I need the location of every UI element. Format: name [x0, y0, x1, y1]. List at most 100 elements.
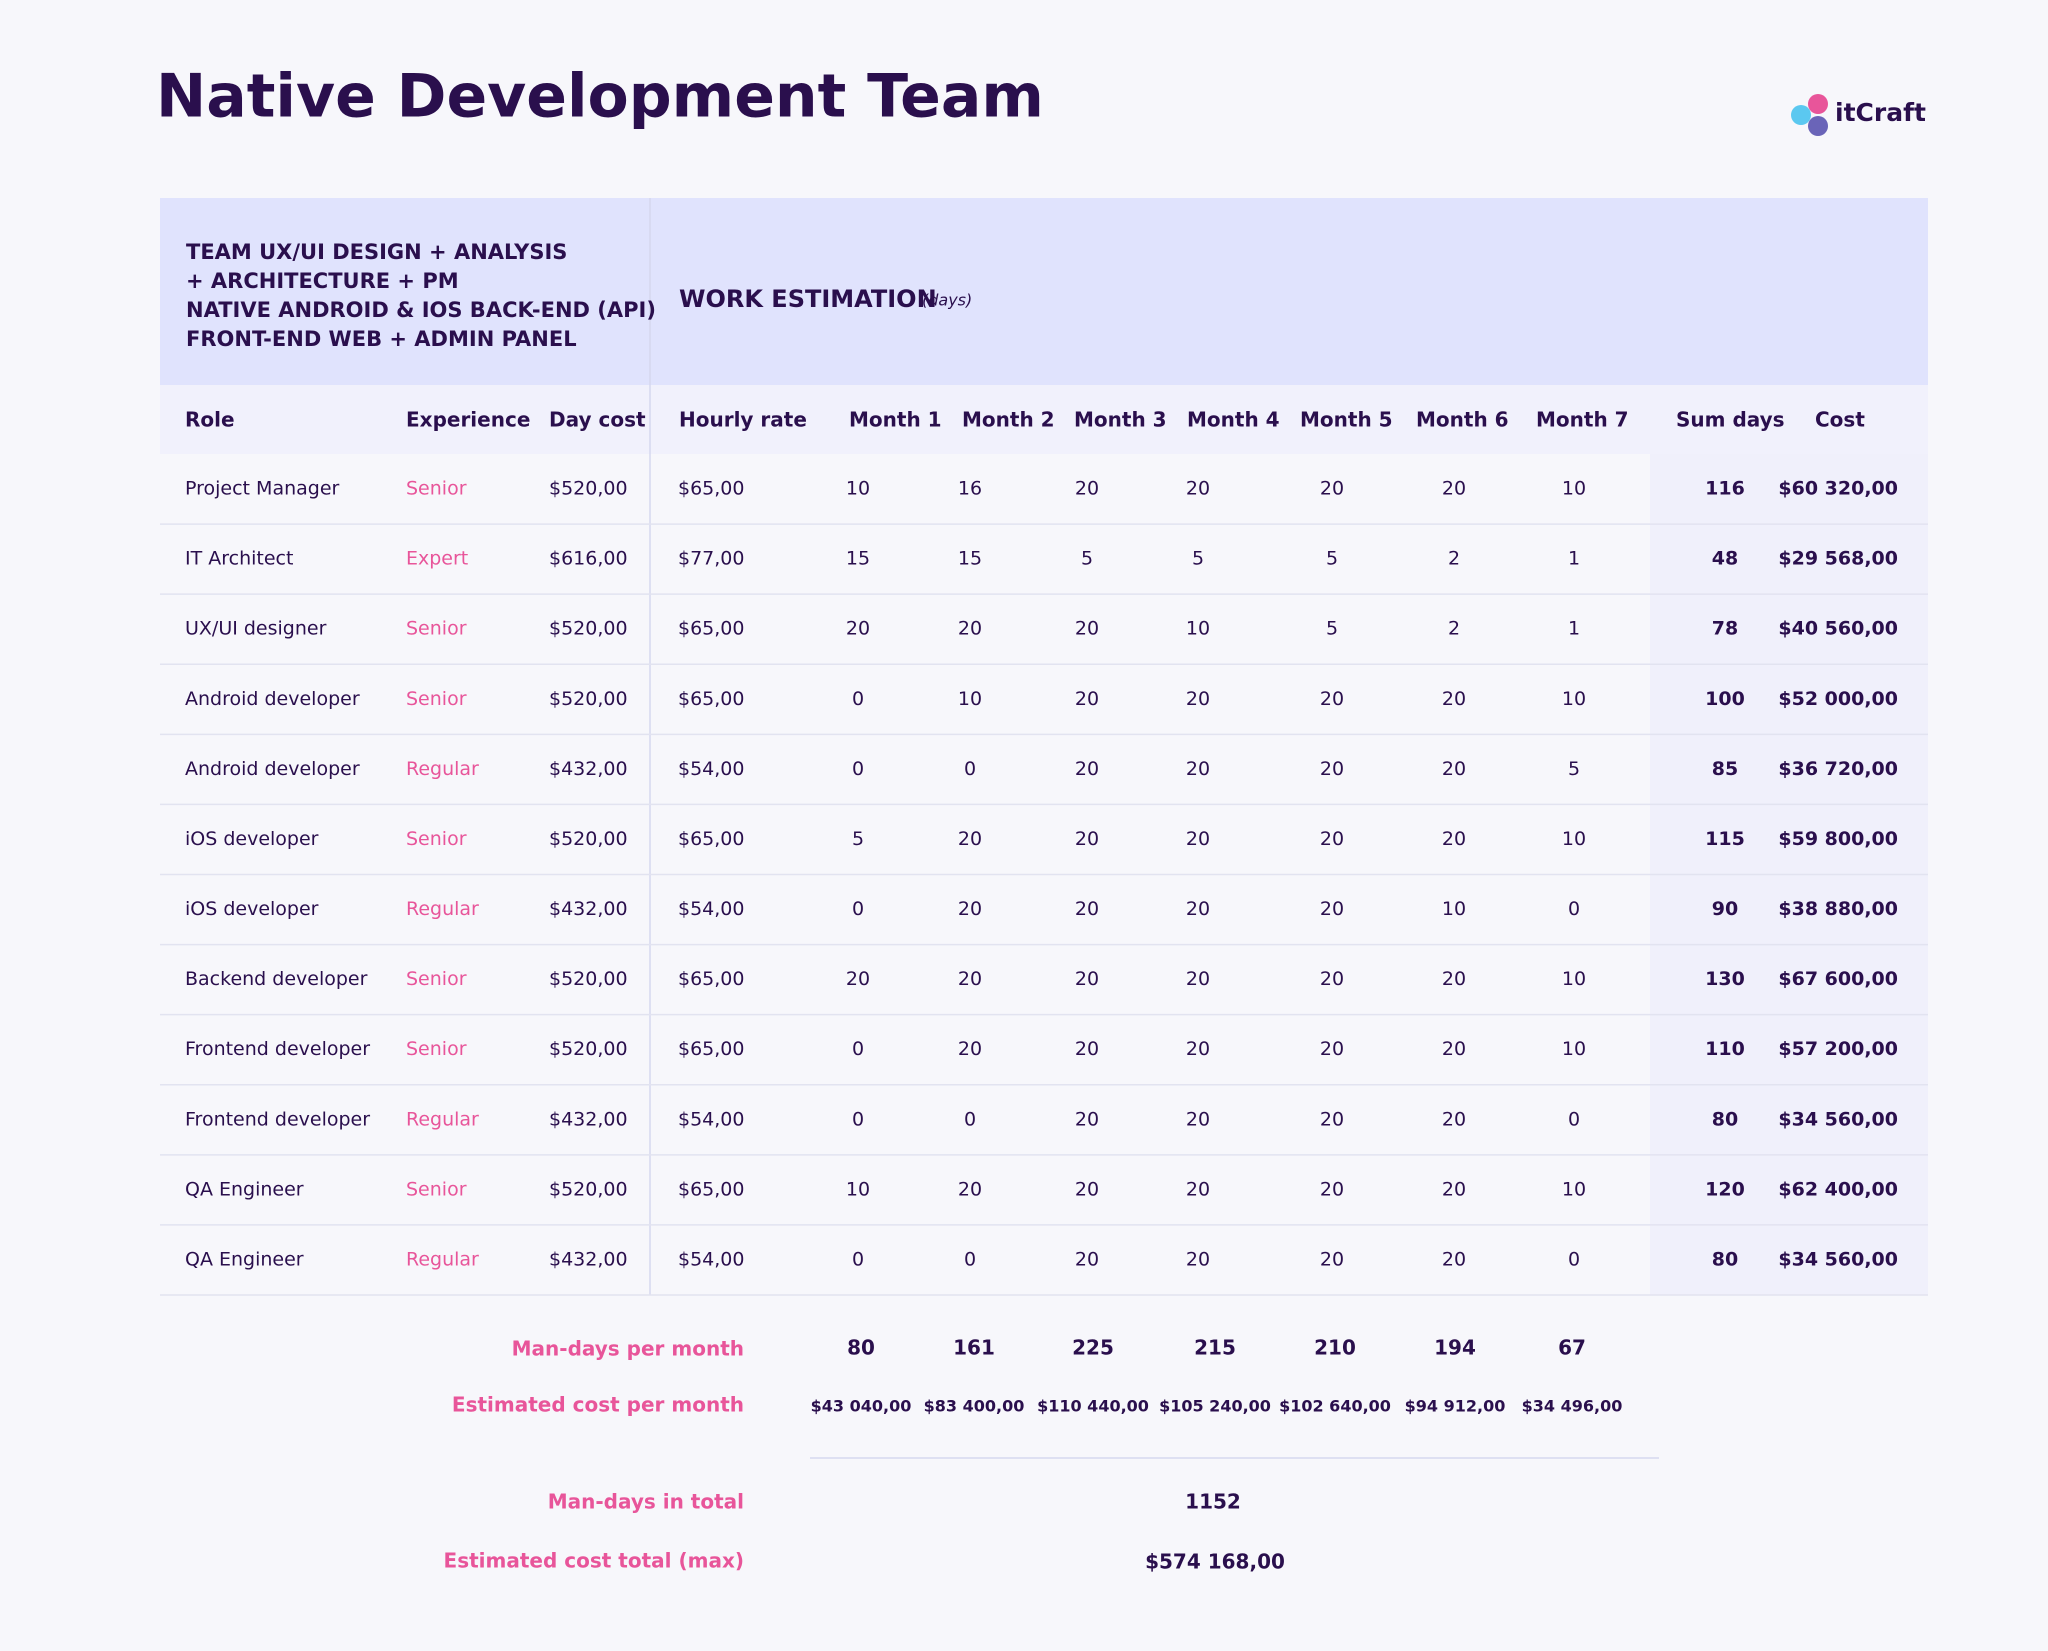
- table-cell: Regular: [406, 898, 479, 920]
- table-cell: 20: [1075, 1248, 1099, 1270]
- table-cell: Senior: [406, 618, 467, 640]
- table-cell: Frontend developer: [185, 1038, 370, 1060]
- table-cell: $57 200,00: [1778, 1038, 1898, 1060]
- table-cell: $520,00: [549, 618, 628, 640]
- table-cell: Senior: [406, 968, 467, 990]
- table-cell: 120: [1705, 1178, 1745, 1200]
- table-cell: iOS developer: [185, 898, 319, 920]
- table-cell: 0: [964, 1108, 976, 1130]
- table-cell: Expert: [406, 548, 468, 570]
- table-cell: 115: [1705, 828, 1745, 850]
- table-cell: Senior: [406, 688, 467, 710]
- table-cell: QA Engineer: [185, 1178, 304, 1200]
- column-header: Role: [185, 408, 235, 432]
- table-cell: $520,00: [549, 968, 628, 990]
- table-cell: $29 568,00: [1778, 548, 1898, 570]
- table-cell: $432,00: [549, 1108, 628, 1130]
- cost-value: $102 640,00: [1279, 1397, 1391, 1416]
- table-cell: 10: [1562, 478, 1586, 500]
- column-header: Hourly rate: [679, 408, 807, 432]
- table-cell: 20: [1320, 758, 1344, 780]
- table-cell: 10: [1186, 618, 1210, 640]
- table-cell: $432,00: [549, 1248, 628, 1270]
- table-cell: 20: [1075, 1108, 1099, 1130]
- table-cell: 20: [1442, 1108, 1466, 1130]
- table-cell: 0: [852, 688, 864, 710]
- table-cell: 20: [1186, 1108, 1210, 1130]
- table-cell: 0: [1568, 1248, 1580, 1270]
- table-cell: 20: [1186, 758, 1210, 780]
- table-cell: Senior: [406, 828, 467, 850]
- table-cell: $520,00: [549, 828, 628, 850]
- table-cell: 116: [1705, 478, 1745, 500]
- table-cell: 48: [1712, 548, 1738, 570]
- table-cell: 0: [852, 758, 864, 780]
- table-cell: 20: [846, 618, 870, 640]
- table-cell: 78: [1712, 618, 1738, 640]
- table-cell: $59 800,00: [1778, 828, 1898, 850]
- table-cell: 2: [1448, 618, 1460, 640]
- table-cell: 0: [852, 1248, 864, 1270]
- table-cell: 0: [1568, 898, 1580, 920]
- column-header: Sum days: [1676, 408, 1785, 432]
- table-cell: Android developer: [185, 758, 360, 780]
- table-cell: 20: [1186, 898, 1210, 920]
- team-line: FRONT-END WEB + ADMIN PANEL: [186, 327, 577, 351]
- table-cell: $62 400,00: [1778, 1178, 1898, 1200]
- table-cell: 100: [1705, 688, 1745, 710]
- column-header: Cost: [1815, 408, 1865, 432]
- table-cell: 20: [958, 618, 982, 640]
- table-cell: $65,00: [678, 1178, 744, 1200]
- table-cell: 0: [852, 1108, 864, 1130]
- estimation-unit: (days): [922, 291, 972, 310]
- table-cell: 5: [1192, 548, 1204, 570]
- team-line: NATIVE ANDROID & IOS BACK-END (API): [186, 298, 656, 322]
- table-cell: 20: [1442, 478, 1466, 500]
- column-header-row: [160, 385, 1928, 454]
- table-cell: 10: [846, 1178, 870, 1200]
- table-cell: $40 560,00: [1778, 618, 1898, 640]
- table-cell: 10: [1562, 1178, 1586, 1200]
- column-header: Month 4: [1187, 408, 1280, 432]
- table-cell: 10: [1562, 688, 1586, 710]
- table-cell: 20: [958, 968, 982, 990]
- table-cell: 10: [1562, 968, 1586, 990]
- summary-label: Man-days in total: [548, 1490, 744, 1514]
- table-cell: iOS developer: [185, 828, 319, 850]
- table-cell: 20: [1186, 478, 1210, 500]
- table-cell: 20: [1075, 1178, 1099, 1200]
- table-cell: 20: [1075, 478, 1099, 500]
- table-cell: $67 600,00: [1778, 968, 1898, 990]
- table-cell: 20: [1320, 898, 1344, 920]
- table-cell: $65,00: [678, 1038, 744, 1060]
- table-cell: $34 560,00: [1778, 1248, 1898, 1270]
- table-cell: $520,00: [549, 1178, 628, 1200]
- table-cell: 20: [1075, 898, 1099, 920]
- table-cell: 20: [1442, 968, 1466, 990]
- cost-value: $94 912,00: [1405, 1397, 1506, 1416]
- table-cell: 5: [1568, 758, 1580, 780]
- logo: itCraft: [1791, 94, 1926, 136]
- table-cell: 80: [1712, 1248, 1738, 1270]
- table-cell: 20: [1320, 478, 1344, 500]
- table-cell: 10: [958, 688, 982, 710]
- cost-value: $43 040,00: [811, 1397, 912, 1416]
- page-title: Native Development Team: [156, 62, 1044, 132]
- table-cell: 20: [1186, 828, 1210, 850]
- logo-hex: [1808, 116, 1828, 136]
- table-cell: 20: [1186, 1178, 1210, 1200]
- table-cell: 5: [1081, 548, 1093, 570]
- table-cell: 20: [1075, 758, 1099, 780]
- table-cell: 0: [964, 1248, 976, 1270]
- table-cell: Project Manager: [185, 478, 340, 500]
- table-cell: 2: [1448, 548, 1460, 570]
- table-cell: Senior: [406, 478, 467, 500]
- table-cell: 16: [958, 478, 982, 500]
- table-cell: 15: [846, 548, 870, 570]
- team-line: + ARCHITECTURE + PM: [186, 269, 459, 293]
- table-cell: 1: [1568, 618, 1580, 640]
- table-cell: 20: [1320, 1248, 1344, 1270]
- table-cell: $65,00: [678, 688, 744, 710]
- table-cell: 130: [1705, 968, 1745, 990]
